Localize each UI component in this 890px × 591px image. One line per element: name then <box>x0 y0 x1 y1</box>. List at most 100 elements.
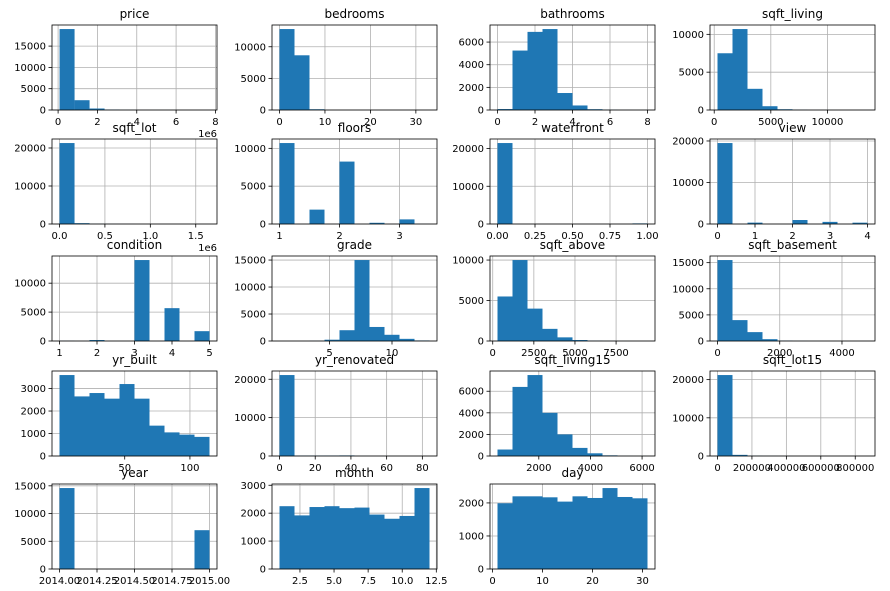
y-tick-label: 0 <box>40 452 46 463</box>
subplot-title: grade <box>337 238 372 252</box>
histogram-bar <box>399 338 415 341</box>
x-tick-label: 8 <box>644 117 650 128</box>
histogram-bar <box>497 109 513 110</box>
x-tick-label: 0 <box>714 463 720 474</box>
histogram-bar <box>59 29 75 110</box>
histogram-bar <box>762 106 778 110</box>
histogram-bar <box>822 221 838 224</box>
x-tick-label: 4 <box>169 348 175 359</box>
axes-frame <box>489 483 656 570</box>
histogram-bar <box>717 375 733 456</box>
axes-frame <box>51 370 218 457</box>
histogram-bar <box>89 393 105 456</box>
histogram-bar <box>74 223 90 224</box>
histogram-bar <box>747 332 763 341</box>
x-tick-label: 0.25 <box>524 231 546 242</box>
histogram-bar <box>557 93 573 110</box>
histogram-bar <box>339 161 355 224</box>
histogram-bar <box>717 143 733 224</box>
x-tick-label: 0.0 <box>52 231 68 242</box>
x-tick-label: 2500 <box>521 348 546 359</box>
x-tick-label: 7.5 <box>360 576 376 587</box>
axes-frame <box>709 370 876 457</box>
y-tick-label: 1000 <box>459 531 484 542</box>
histogram-bar <box>717 260 733 341</box>
y-tick-label: 10000 <box>672 30 704 41</box>
histogram-bar <box>89 340 105 341</box>
x-tick-label: 5 <box>206 348 212 359</box>
y-tick-label: 2000 <box>21 407 46 418</box>
histogram-bar <box>747 222 763 224</box>
x-tick-label: 2000 <box>767 348 792 359</box>
x-tick-label: 10 <box>536 576 549 587</box>
axes-frame <box>709 24 876 111</box>
y-tick-label: 6000 <box>459 387 484 398</box>
histogram-bar <box>792 220 808 224</box>
x-tick-label: 3 <box>396 231 402 242</box>
x-tick-label: 6 <box>607 117 613 128</box>
subplot-yr-renovated: 0 10000 20000 0 20 40 60 80 yr_renovated <box>234 353 438 474</box>
y-tick-label: 20000 <box>234 375 266 386</box>
x-tick-label: 1.00 <box>636 231 658 242</box>
x-tick-label: 4000 <box>829 348 854 359</box>
x-tick-label: 0 <box>276 117 282 128</box>
x-tick-label: 4000 <box>578 463 603 474</box>
y-tick-label: 15000 <box>234 256 266 267</box>
x-tick-label: 2014.00 <box>39 576 80 587</box>
histogram-bar <box>512 386 528 456</box>
histogram-bar <box>294 55 310 110</box>
histogram-bar <box>557 337 573 341</box>
x-tick-label: 100 <box>180 463 199 474</box>
histogram-bar <box>572 447 588 456</box>
histogram-bar <box>587 497 603 569</box>
subplot-title: sqft_lot <box>113 121 157 135</box>
histogram-bar <box>572 496 588 569</box>
y-tick-label: 5000 <box>21 308 46 319</box>
x-tick-label: 5.0 <box>326 576 342 587</box>
y-tick-label: 10000 <box>234 413 266 424</box>
histogram-bar <box>339 508 355 569</box>
x-tick-label: 4 <box>569 117 575 128</box>
y-tick-label: 1000 <box>241 537 266 548</box>
histogram-bar <box>354 507 370 569</box>
histogram-bar <box>324 506 340 569</box>
y-tick-label: 15000 <box>14 42 46 53</box>
x-tick-label: 1.0 <box>142 231 158 242</box>
y-tick-label: 0 <box>260 337 266 348</box>
subplot-title: sqft_living <box>762 7 823 21</box>
x-tick-label: 0 <box>490 348 496 359</box>
x-tick-label: 8 <box>212 117 218 128</box>
histogram-bar <box>497 503 513 569</box>
histogram-bar <box>74 100 90 110</box>
y-tick-label: 20000 <box>672 375 704 386</box>
y-tick-label: 5000 <box>679 68 704 79</box>
subplot-waterfront: 0 10000 20000 0.00 0.25 0.50 0.75 1.00 waterfron… <box>452 121 658 242</box>
histogram-bar <box>119 384 135 456</box>
subplot-bathrooms: 0 2000 4000 6000 0 2 4 6 8 bathrooms <box>459 7 656 128</box>
y-tick-label: 0 <box>698 106 704 117</box>
x-tick-label: 0 <box>276 463 282 474</box>
y-tick-label: 0 <box>698 337 704 348</box>
histogram-bar <box>384 518 400 569</box>
histogram-bar <box>732 454 748 456</box>
histogram-bar <box>59 488 75 569</box>
x-tick-label: 5000 <box>758 117 783 128</box>
y-tick-label: 10000 <box>672 178 704 189</box>
y-tick-label: 5000 <box>679 310 704 321</box>
x-tick-label: 60 <box>380 463 393 474</box>
y-tick-label: 5000 <box>241 310 266 321</box>
x-tick-label: 7500 <box>603 348 628 359</box>
y-tick-label: 0 <box>260 452 266 463</box>
histogram-bar <box>194 331 210 341</box>
x-tick-label: 1 <box>56 348 62 359</box>
histogram-bar <box>384 334 400 341</box>
x-tick-label: 0 <box>711 117 717 128</box>
histogram-bar <box>279 506 295 569</box>
histogram-bar <box>632 498 648 569</box>
x-tick-label: 400000 <box>767 463 805 474</box>
y-tick-label: 0 <box>260 106 266 117</box>
y-tick-label: 10000 <box>14 63 46 74</box>
y-tick-label: 0 <box>40 565 46 576</box>
subplot-sqft-living15: 0 2000 4000 6000 2000 4000 6000 sqft_living15 <box>459 353 656 474</box>
